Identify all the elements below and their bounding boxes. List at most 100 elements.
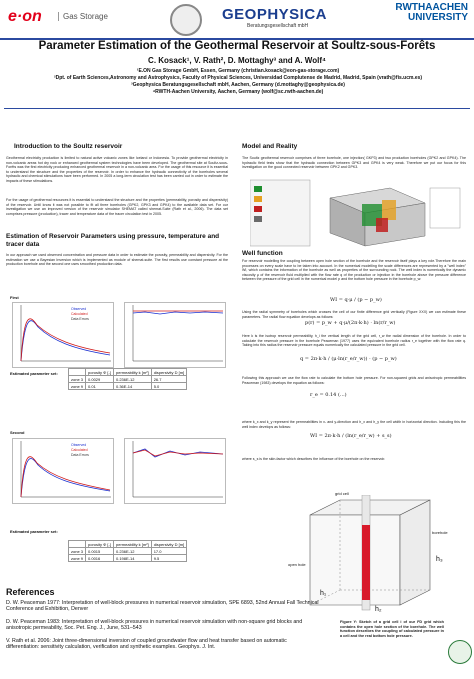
table-cell: 0.236E-12: [113, 375, 152, 383]
poster-title: Parameter Estimation of the Geothermal R…: [38, 40, 436, 52]
table-header-cell: [67, 540, 87, 548]
table-cell: 9.5: [150, 554, 188, 562]
observed-curve: [20, 458, 111, 498]
affiliation-3: ³Geophysica Beratungsgesellschaft mbH, A…: [131, 82, 345, 88]
reference-item: V. Rath et al. 2006: Joint three-dimensi…: [6, 638, 287, 651]
table-header-cell: [67, 368, 87, 376]
model-heading: Model and Reality: [242, 143, 298, 150]
well-function-paragraph-4: Following this approach we use the flow …: [242, 376, 466, 385]
grid-cell-figure: [309, 495, 431, 611]
equation-well-index: WI = q·μ / (p − p_w): [330, 297, 382, 303]
first-label: First: [10, 295, 19, 300]
calculated-curve: [132, 449, 224, 457]
legend-observed: Observed: [71, 307, 87, 311]
table-row: zone 3 0.0015 0.236E-12 17.0: [67, 547, 188, 555]
table-cell: 0.0016: [85, 554, 114, 562]
poster-authors: C. Kosack¹, V. Rath², D. Mottaghy³ and A…: [148, 56, 326, 65]
intro-paragraph-2: For the usage of geothermal resources it…: [6, 198, 228, 216]
well-function-paragraph-2: Using the radial symmetry of boreholes w…: [242, 310, 466, 319]
figure-caption: Figure Y: Sketch of a grid cell i of our…: [340, 620, 444, 638]
table-cell: 0.0029: [85, 375, 114, 383]
second-pressure-chart: [132, 441, 224, 498]
table-cell: zone 9: [67, 382, 87, 390]
second-concentration-plot: Observed Calculated Data Errors: [12, 438, 114, 504]
legend-calculated: Calculated: [71, 312, 88, 316]
reservoir-model-figure: [250, 179, 461, 247]
table-cell: zone 9: [67, 554, 87, 562]
open-hole-section: [362, 525, 370, 600]
table-cell: 0.0015: [85, 547, 114, 555]
legend-errors: Data Errors: [71, 317, 89, 321]
legend-calculated: Calculated: [71, 448, 88, 452]
table-header-cell: permeability k [m²]: [113, 368, 152, 376]
second-parameter-table: porosity Φ [-] permeability k [m²] dispe…: [67, 540, 188, 562]
second-label: Second: [10, 430, 25, 435]
table-cell: 0.236E-12: [113, 547, 152, 555]
affiliation-4: ⁴RWTH-Aachen University, Aachen, Germany…: [152, 89, 324, 95]
estimation-paragraph: In our approach we used observed concent…: [6, 253, 228, 267]
table-header-cell: dispersivity D [m]: [150, 540, 188, 548]
second-table-label: Estimated parameter set:: [10, 529, 58, 534]
table-header-row: porosity Φ [-] permeability k [m²] dispe…: [67, 540, 188, 548]
reference-item: D. W. Peaceman 1977: Interpretation of w…: [6, 600, 319, 613]
intro-heading: Introduction to the Soultz reservoir: [14, 143, 123, 150]
h1-label: h₁: [320, 590, 327, 597]
equation-equivalent-radius: r_e = 0.14 (...): [310, 392, 347, 398]
legend-errors: Data Errors: [71, 453, 89, 457]
h2-label: h₂: [375, 606, 382, 613]
estimation-heading: Estimation of Reservoir Parameters using…: [6, 233, 220, 248]
table-cell: 5.0: [150, 382, 188, 390]
first-parameter-table: porosity Φ [-] permeability k [m²] dispe…: [67, 368, 188, 390]
well-function-paragraph-5: where k_x and k_y represent the permeabi…: [242, 420, 466, 429]
table-cell: 17.0: [150, 547, 188, 555]
well-function-heading: Well function: [242, 250, 283, 257]
table-header-row: porosity Φ [-] permeability k [m²] dispe…: [67, 368, 188, 376]
table-cell: 0.01: [85, 382, 114, 390]
table-cell: 26.7: [150, 375, 188, 383]
equation-flow-rate: q = 2π·k·h / (μ·ln(r_e/r_w)) · (p − p_w): [300, 356, 397, 362]
first-pressure-chart: [132, 305, 224, 362]
first-concentration-chart: [20, 305, 111, 362]
open-hole-label: open hole: [288, 562, 306, 567]
first-concentration-plot: Observed Calculated Data Errors: [12, 302, 114, 368]
eon-logo-subtitle: Gas Storage: [58, 12, 108, 21]
h3-label: h₃: [436, 556, 443, 563]
table-header-cell: porosity Φ [-]: [85, 540, 114, 548]
well-function-paragraph-3: Here k is the isotrop reservoir permeabi…: [242, 334, 466, 348]
intro-paragraph-1: Geothermal electricity production is lim…: [6, 156, 228, 183]
model-paragraph: The Soultz geothermal reservoir comprise…: [242, 156, 466, 170]
observed-curve: [20, 320, 111, 362]
observed-curve: [132, 311, 224, 315]
references-heading: References: [6, 587, 55, 597]
grid-cell-label: grid cell: [335, 491, 349, 496]
borehole-label: borehole: [432, 530, 448, 535]
table-cell: 0.36E-14: [113, 382, 152, 390]
equation-well-index-skin: WI = 2π·k·h / (ln(r_e/r_w) + s_s): [310, 433, 392, 439]
well-function-paragraph-6: where s_s is the skin-factor which descr…: [242, 457, 386, 461]
university-seal-icon: [170, 4, 202, 36]
calculated-curve: [20, 456, 111, 498]
affiliation-1: ¹E.ON Gas Storage GmbH, Essen, Germany (…: [136, 68, 340, 74]
table-row: zone 9 0.0016 0.198E-14 9.5: [67, 554, 188, 562]
equation-radial-flow: p(r) = p_w + q·μ/(2π·k·h) · ln(r/r_w): [305, 320, 396, 326]
second-pressure-plot: [124, 438, 226, 504]
legend-observed: Observed: [71, 443, 87, 447]
first-pressure-plot: [124, 302, 226, 368]
geophysica-logo: GEOPHYSICA: [222, 6, 328, 23]
reference-item: D. W. Peaceman 1983: Interpretation of w…: [6, 619, 303, 632]
affiliation-2: ²Dpt. of Earth Sciences,Astronomy and As…: [53, 75, 423, 81]
second-concentration-chart: [20, 441, 111, 498]
affiliations: ¹E.ON Gas Storage GmbH, Essen, Germany (…: [8, 68, 468, 96]
table-row: zone 9 0.01 0.36E-14 5.0: [67, 382, 188, 390]
rwth-logo: RWTHAACHEN UNIVERSITY: [395, 2, 468, 23]
conference-seal-icon: [448, 640, 472, 664]
table-cell: zone 3: [67, 547, 87, 555]
table-cell: zone 3: [67, 375, 87, 383]
poster-header: e·on Gas Storage GEOPHYSICA Beratungsges…: [0, 0, 474, 40]
first-table-label: Estimated parameter set:: [10, 371, 58, 376]
well-function-paragraph-1: For reservoir modelling the coupling bet…: [242, 259, 466, 282]
table-header-cell: dispersivity D [m]: [150, 368, 188, 376]
table-header-cell: permeability k [m²]: [113, 540, 152, 548]
observed-curve: [132, 448, 224, 458]
